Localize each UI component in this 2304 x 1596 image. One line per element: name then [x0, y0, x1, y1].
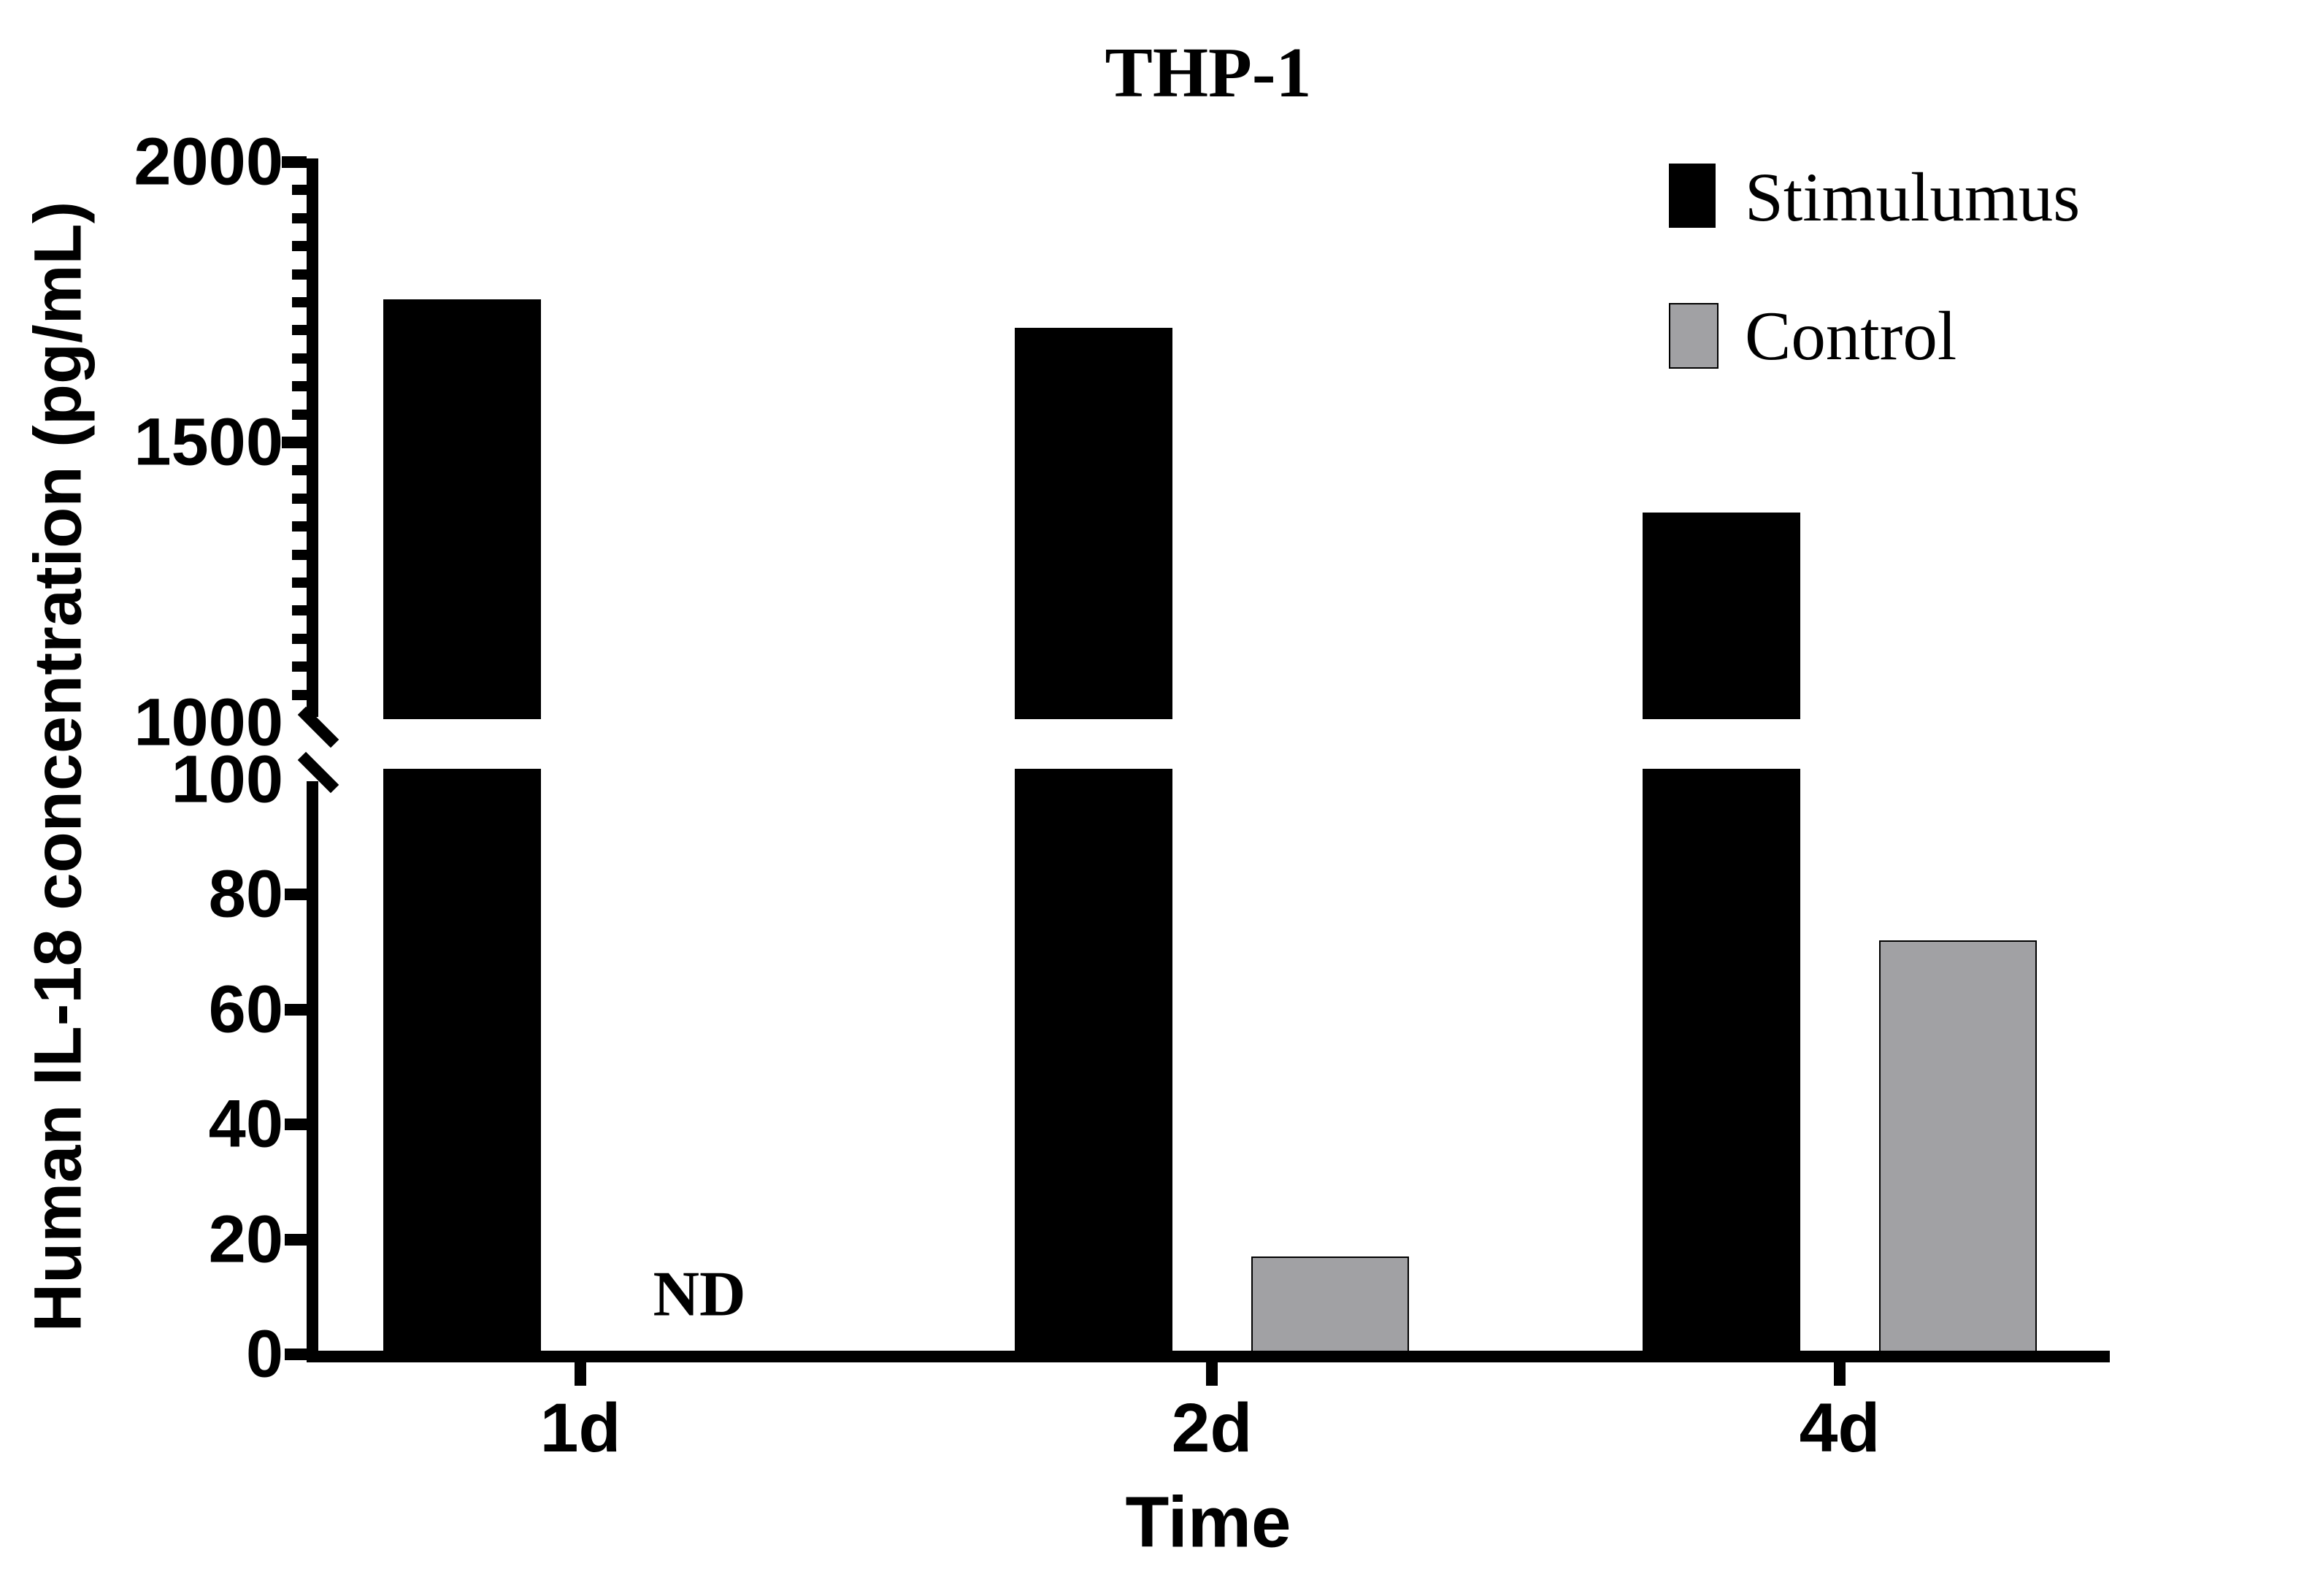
bar-control-2d	[1251, 1257, 1409, 1355]
y-minor-tick-1150	[292, 633, 307, 644]
y-tick-label-1500: 1500	[134, 404, 283, 480]
legend-swatch-stimulumus	[1669, 164, 1716, 228]
y-tick-label-60: 60	[208, 972, 283, 1047]
y-minor-tick-1950	[292, 185, 307, 196]
y-tick-label-80: 80	[208, 856, 283, 932]
y-minor-tick-1200	[292, 605, 307, 616]
y-major-tick-1500	[282, 437, 307, 448]
bar-stimulumus-1d	[383, 299, 541, 1355]
y-minor-tick-1400	[292, 493, 307, 504]
x-tick-label-4d: 4d	[1799, 1389, 1881, 1467]
y-tick-label-40: 40	[208, 1086, 283, 1162]
y-minor-tick-1100	[292, 661, 307, 672]
y-minor-tick-1650	[292, 353, 307, 364]
x-tick-1d	[575, 1362, 586, 1386]
y-minor-tick-1800	[292, 269, 307, 280]
y-axis-title: Human IL-18 concentration (pg/mL)	[20, 201, 96, 1332]
bar-stimulumus-2d	[1015, 327, 1172, 1355]
y-tick-label-2000: 2000	[134, 124, 283, 199]
x-axis-line	[307, 1351, 2110, 1362]
axis-break-band	[320, 719, 2111, 769]
y-axis-upper-segment	[307, 158, 318, 717]
x-tick-label-2d: 2d	[1171, 1389, 1253, 1467]
y-minor-tick-1850	[292, 241, 307, 252]
y-tick-label-20: 20	[208, 1202, 283, 1277]
y-minor-tick-1350	[292, 521, 307, 532]
x-tick-label-1d: 1d	[539, 1389, 621, 1467]
y-minor-tick-1750	[292, 297, 307, 307]
y-tick-label-0: 0	[245, 1316, 283, 1392]
y-major-tick-40	[285, 1119, 307, 1131]
y-minor-tick-1450	[292, 465, 307, 476]
y-axis-lower-segment	[307, 781, 318, 1362]
y-minor-tick-1700	[292, 325, 307, 336]
y-minor-tick-1900	[292, 212, 307, 223]
y-minor-tick-1600	[292, 381, 307, 392]
y-major-tick-20	[285, 1233, 307, 1246]
chart-title: THP-1	[1105, 34, 1312, 112]
y-tick-label-1000: 1000	[134, 685, 283, 760]
y-minor-tick-1250	[292, 578, 307, 588]
y-major-tick-2000	[282, 156, 307, 168]
legend-swatch-control	[1669, 303, 1719, 369]
bar-control-4d	[1879, 940, 2037, 1355]
x-axis-title: Time	[1125, 1481, 1291, 1562]
nd-annotation: ND	[653, 1259, 746, 1330]
y-major-tick-80	[285, 889, 307, 901]
y-minor-tick-1300	[292, 549, 307, 560]
y-minor-tick-1550	[292, 409, 307, 420]
y-major-tick-0	[285, 1348, 307, 1360]
x-tick-2d	[1206, 1362, 1218, 1386]
legend-label-control: Control	[1745, 297, 1957, 375]
y-tick-label-100: 100	[171, 742, 284, 817]
x-tick-4d	[1834, 1362, 1846, 1386]
bar-stimulumus-4d	[1643, 513, 1800, 1355]
legend-label-stimulumus: Stimulumus	[1745, 158, 2081, 236]
y-minor-tick-1050	[292, 689, 307, 700]
y-major-tick-60	[285, 1003, 307, 1016]
